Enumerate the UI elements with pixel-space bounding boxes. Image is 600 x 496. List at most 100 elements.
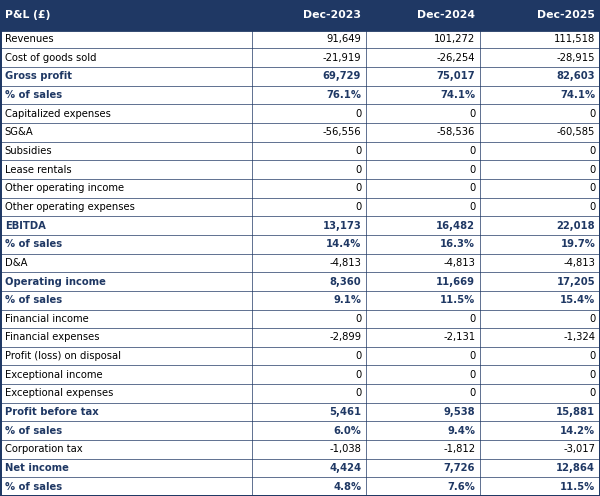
Text: Capitalized expenses: Capitalized expenses: [5, 109, 110, 119]
Bar: [0, 366, 600, 384]
Bar: [0, 235, 600, 253]
Bar: [0, 160, 600, 179]
Bar: [0, 272, 600, 291]
Bar: [0, 253, 600, 272]
Text: 0: 0: [589, 388, 595, 398]
Text: Other operating expenses: Other operating expenses: [5, 202, 134, 212]
Text: 4,424: 4,424: [329, 463, 361, 473]
Text: Financial income: Financial income: [5, 314, 89, 324]
Text: 0: 0: [469, 146, 475, 156]
Text: Profit before tax: Profit before tax: [5, 407, 98, 417]
Bar: [0, 197, 600, 216]
Text: 8,360: 8,360: [329, 277, 361, 287]
Text: 7.6%: 7.6%: [448, 482, 475, 492]
Text: 22,018: 22,018: [557, 221, 595, 231]
Text: -1,812: -1,812: [443, 444, 475, 454]
Text: 9.1%: 9.1%: [333, 295, 361, 305]
Text: -4,813: -4,813: [443, 258, 475, 268]
Text: -2,899: -2,899: [329, 332, 361, 342]
Text: 0: 0: [589, 370, 595, 380]
Text: -28,915: -28,915: [557, 53, 595, 62]
Text: -2,131: -2,131: [443, 332, 475, 342]
Text: Revenues: Revenues: [5, 34, 53, 44]
Text: 0: 0: [355, 184, 361, 193]
Bar: [0, 179, 600, 197]
Text: 7,726: 7,726: [444, 463, 475, 473]
Text: 6.0%: 6.0%: [334, 426, 361, 435]
Text: % of sales: % of sales: [5, 90, 62, 100]
Text: Operating income: Operating income: [5, 277, 106, 287]
Text: 9.4%: 9.4%: [447, 426, 475, 435]
Text: 0: 0: [469, 370, 475, 380]
Text: 0: 0: [589, 109, 595, 119]
Text: -4,813: -4,813: [329, 258, 361, 268]
Text: Other operating income: Other operating income: [5, 184, 124, 193]
Bar: [0, 440, 600, 459]
Text: D&A: D&A: [5, 258, 28, 268]
Text: 15,881: 15,881: [556, 407, 595, 417]
Bar: [0, 67, 600, 86]
Bar: [0, 142, 600, 160]
Text: 15.4%: 15.4%: [560, 295, 595, 305]
Bar: [0, 0, 600, 30]
Text: Financial expenses: Financial expenses: [5, 332, 100, 342]
Text: 0: 0: [355, 165, 361, 175]
Bar: [0, 403, 600, 422]
Text: % of sales: % of sales: [5, 295, 62, 305]
Text: -26,254: -26,254: [437, 53, 475, 62]
Text: 74.1%: 74.1%: [440, 90, 475, 100]
Text: 75,017: 75,017: [437, 71, 475, 81]
Text: -1,038: -1,038: [329, 444, 361, 454]
Text: 0: 0: [469, 165, 475, 175]
Bar: [0, 86, 600, 104]
Text: 12,864: 12,864: [556, 463, 595, 473]
Text: -56,556: -56,556: [323, 127, 361, 137]
Text: -60,585: -60,585: [557, 127, 595, 137]
Text: -21,919: -21,919: [323, 53, 361, 62]
Text: 0: 0: [589, 351, 595, 361]
Bar: [0, 291, 600, 310]
Text: Subsidies: Subsidies: [5, 146, 52, 156]
Text: 76.1%: 76.1%: [326, 90, 361, 100]
Text: 74.1%: 74.1%: [560, 90, 595, 100]
Text: 0: 0: [589, 184, 595, 193]
Text: Lease rentals: Lease rentals: [5, 165, 71, 175]
Text: 82,603: 82,603: [557, 71, 595, 81]
Text: Corporation tax: Corporation tax: [5, 444, 82, 454]
Text: Exceptional income: Exceptional income: [5, 370, 103, 380]
Text: 0: 0: [469, 202, 475, 212]
Text: 0: 0: [589, 314, 595, 324]
Bar: [0, 384, 600, 403]
Text: 0: 0: [589, 146, 595, 156]
Text: P&L (£): P&L (£): [5, 10, 50, 20]
Bar: [0, 310, 600, 328]
Text: 0: 0: [589, 165, 595, 175]
Bar: [0, 49, 600, 67]
Text: 0: 0: [469, 109, 475, 119]
Bar: [0, 216, 600, 235]
Text: 0: 0: [469, 351, 475, 361]
Bar: [0, 477, 600, 496]
Text: -1,324: -1,324: [563, 332, 595, 342]
Text: 91,649: 91,649: [326, 34, 361, 44]
Bar: [0, 328, 600, 347]
Text: 17,205: 17,205: [557, 277, 595, 287]
Text: 11.5%: 11.5%: [440, 295, 475, 305]
Text: 5,461: 5,461: [329, 407, 361, 417]
Bar: [0, 104, 600, 123]
Text: Cost of goods sold: Cost of goods sold: [5, 53, 96, 62]
Text: Dec-2025: Dec-2025: [538, 10, 595, 20]
Text: 9,538: 9,538: [443, 407, 475, 417]
Text: SG&A: SG&A: [5, 127, 34, 137]
Text: 0: 0: [355, 351, 361, 361]
Text: -4,813: -4,813: [563, 258, 595, 268]
Text: 4.8%: 4.8%: [333, 482, 361, 492]
Text: 0: 0: [469, 314, 475, 324]
Text: 0: 0: [469, 184, 475, 193]
Text: % of sales: % of sales: [5, 482, 62, 492]
Text: % of sales: % of sales: [5, 426, 62, 435]
Text: 0: 0: [355, 109, 361, 119]
Text: 0: 0: [355, 370, 361, 380]
Text: 0: 0: [469, 388, 475, 398]
Text: 111,518: 111,518: [554, 34, 595, 44]
